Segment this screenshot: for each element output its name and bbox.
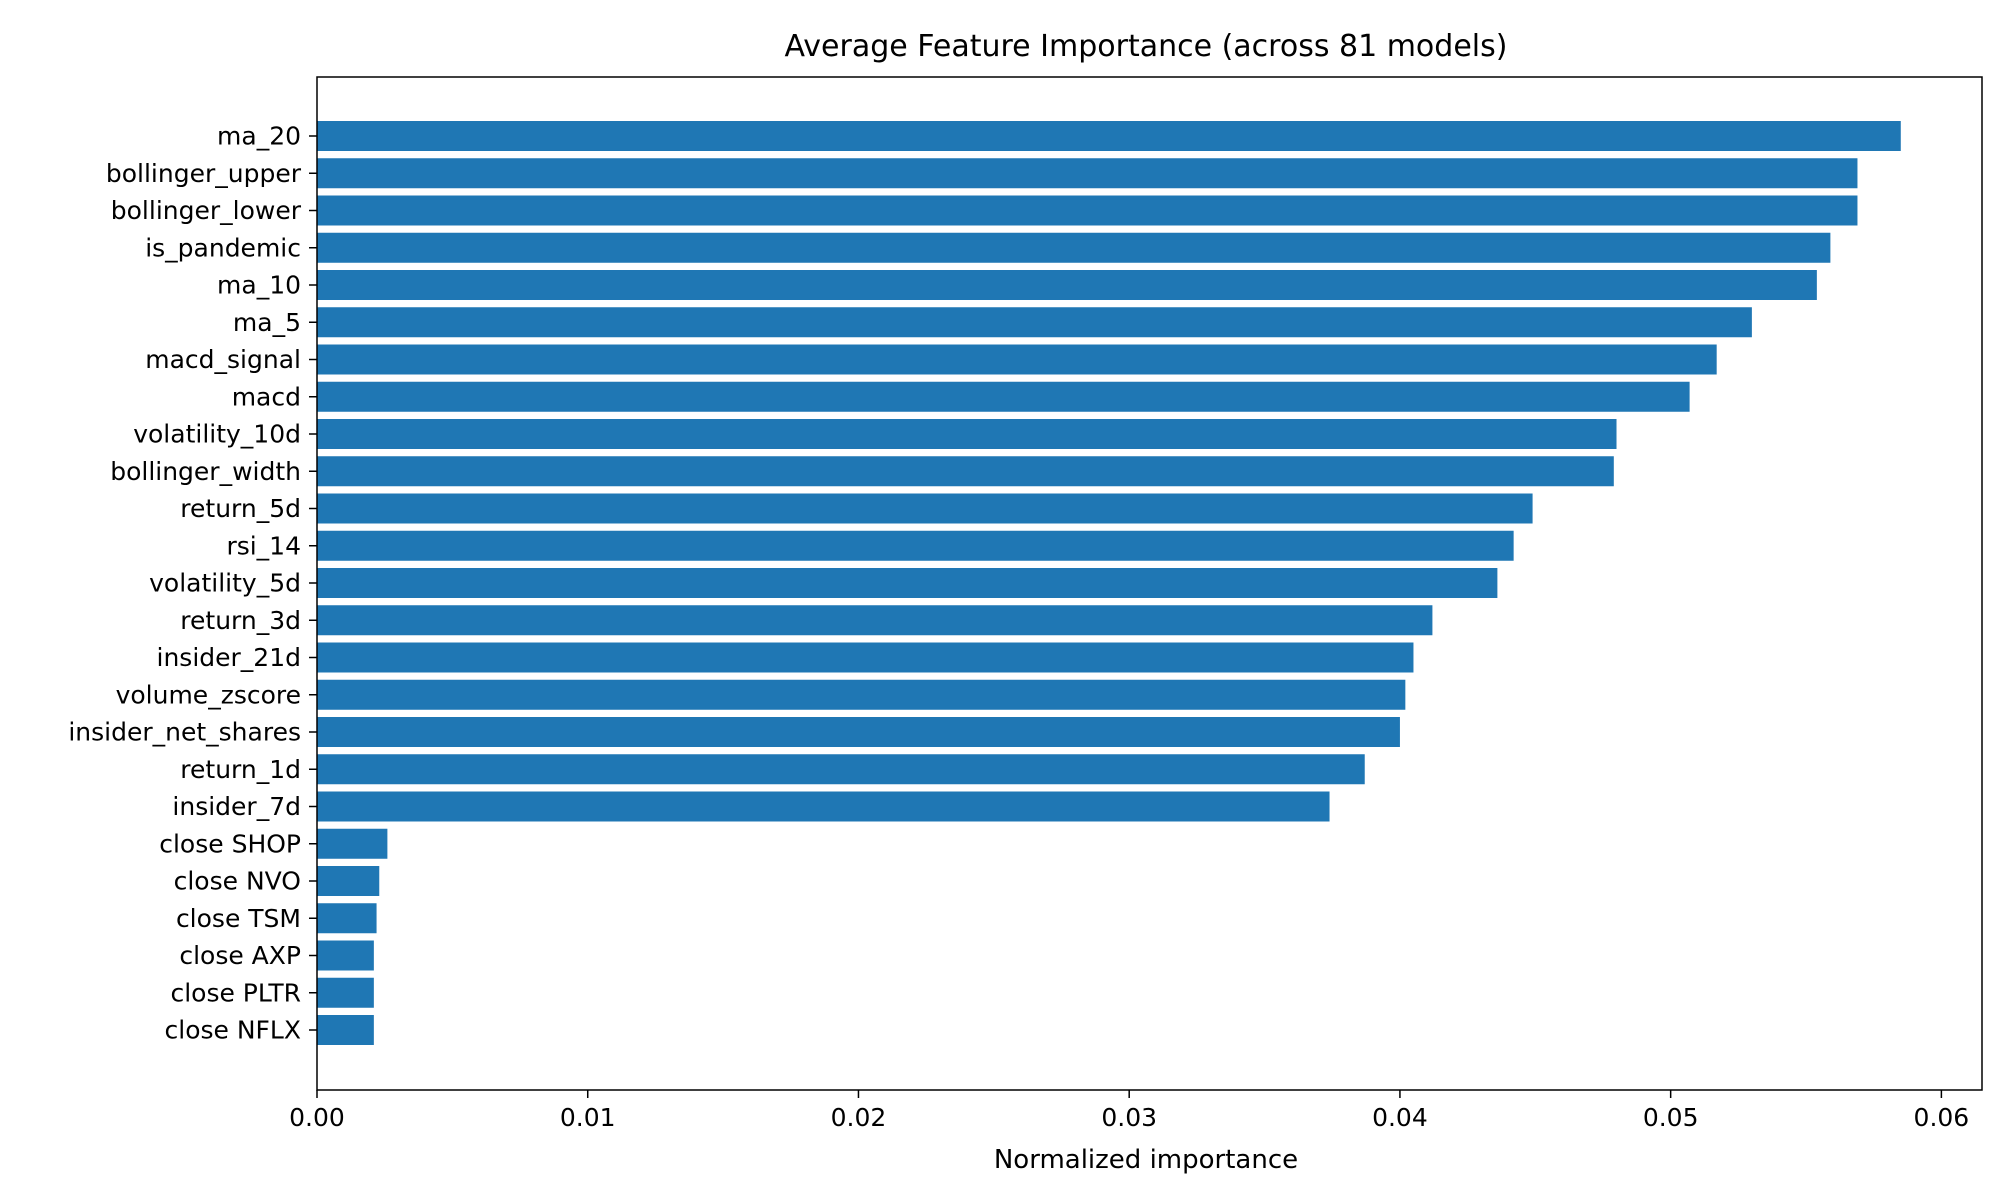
bar-is_pandemic — [317, 232, 1831, 263]
bar-return_3d — [317, 605, 1433, 636]
category-label: volatility_10d — [133, 420, 301, 449]
category-label: close AXP — [179, 941, 301, 970]
category-label: rsi_14 — [226, 531, 301, 560]
bar-insider_7d — [317, 791, 1330, 822]
category-label: insider_net_shares — [68, 718, 301, 747]
x-axis-label: Normalized importance — [994, 1145, 1298, 1175]
category-label: volatility_5d — [149, 569, 301, 598]
bar-ma_10 — [317, 270, 1817, 300]
bars-layer — [317, 121, 1901, 1045]
category-label: close TSM — [176, 904, 301, 933]
bar-ma_20 — [317, 121, 1901, 151]
category-label: insider_21d — [157, 643, 301, 672]
x-tick-label: 0.02 — [831, 1103, 887, 1132]
bar-volume_zscore — [317, 679, 1406, 710]
category-label: insider_7d — [172, 792, 301, 821]
category-label: is_pandemic — [145, 233, 301, 262]
bar-insider_21d — [317, 642, 1414, 673]
category-label: ma_10 — [217, 271, 301, 300]
plot-frame — [316, 76, 1983, 1091]
category-label: close PLTR — [170, 978, 301, 1007]
x-axis-ticks: 0.00 0.01 0.02 0.03 0.04 0.05 0.06 — [289, 1090, 1969, 1132]
bar-macd — [317, 381, 1690, 412]
bar-close-nvo — [317, 866, 380, 896]
category-label: volume_zscore — [116, 680, 301, 709]
bar-rsi_14 — [317, 530, 1514, 561]
bar-bollinger_width — [317, 456, 1614, 487]
bar-macd_signal — [317, 344, 1717, 375]
x-tick-label: 0.00 — [289, 1103, 345, 1132]
category-label: close SHOP — [159, 829, 301, 858]
bar-volatility_10d — [317, 419, 1617, 449]
y-axis-labels: ma_20 bollinger_upper bollinger_lower is_pa… — [68, 122, 317, 1045]
bar-bollinger_lower — [317, 195, 1858, 226]
category-label: return_3d — [180, 606, 301, 635]
x-tick-label: 0.06 — [1914, 1103, 1970, 1132]
category-label: macd_signal — [145, 345, 301, 374]
x-tick-label: 0.03 — [1101, 1103, 1157, 1132]
bar-close-shop — [317, 828, 388, 859]
x-tick-label: 0.04 — [1372, 1103, 1428, 1132]
category-label: return_1d — [180, 755, 301, 784]
category-label: bollinger_upper — [106, 159, 302, 188]
category-label: return_5d — [180, 494, 301, 523]
x-tick-label: 0.05 — [1643, 1103, 1699, 1132]
bar-bollinger_upper — [317, 158, 1858, 189]
category-label: ma_5 — [233, 308, 301, 337]
bar-close-nflx — [317, 1015, 374, 1045]
bar-close-tsm — [317, 903, 377, 934]
bar-ma_5 — [317, 307, 1752, 338]
chart-title: Average Feature Importance (across 81 mo… — [785, 29, 1508, 64]
category-label: bollinger_lower — [111, 196, 302, 225]
bar-volatility_5d — [317, 568, 1498, 598]
bar-return_1d — [317, 754, 1365, 785]
bar-close-axp — [317, 940, 374, 971]
bar-insider_net_shares — [317, 717, 1400, 747]
category-label: ma_20 — [217, 122, 301, 151]
bar-return_5d — [317, 493, 1533, 524]
x-tick-label: 0.01 — [560, 1103, 616, 1132]
category-label: bollinger_width — [110, 457, 301, 486]
bar-close-pltr — [317, 977, 374, 1008]
category-label: close NVO — [174, 867, 301, 896]
category-label: close NFLX — [165, 1016, 301, 1045]
category-label: macd — [232, 382, 301, 411]
